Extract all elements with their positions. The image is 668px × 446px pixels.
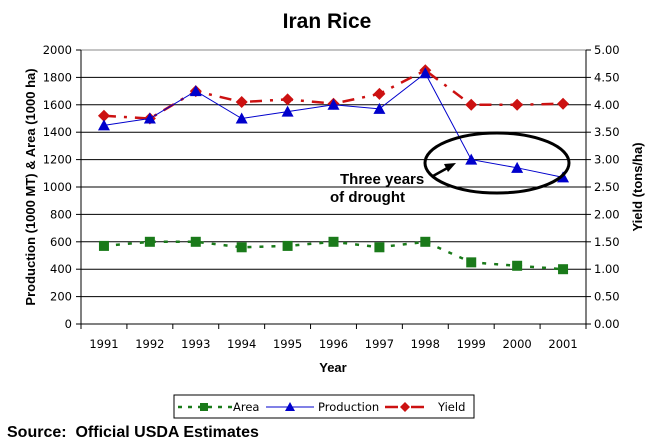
y-tick-label: 400 xyxy=(50,262,72,276)
series-yield xyxy=(97,64,570,125)
data-point-area xyxy=(512,260,523,271)
y-tick-label: 200 xyxy=(50,290,72,304)
y-tick-label: 1000 xyxy=(43,180,72,194)
data-point-yield xyxy=(511,98,524,111)
y2-tick-label: 4.00 xyxy=(594,98,620,112)
y2-axis-title: Yield (tons/ha) xyxy=(630,142,645,231)
data-point-production xyxy=(465,153,478,165)
x-tick-label: 1998 xyxy=(411,337,440,351)
x-axis-ticks: 1991 1992 1993 1994 1995 1996 1997 1998 1999 2000… xyxy=(80,324,587,351)
data-point-production xyxy=(419,67,432,79)
data-point-production xyxy=(143,112,156,124)
series-production xyxy=(97,67,570,183)
y-tick-label: 1600 xyxy=(43,98,72,112)
data-point-production xyxy=(97,119,110,131)
series-layer xyxy=(97,64,570,275)
y-tick-label: 800 xyxy=(50,207,72,221)
x-tick-label: 1991 xyxy=(89,337,118,351)
left-axis-ticks: 0 200 400 600 800 1000 1200 1400 1600 1800 2000 xyxy=(43,43,81,331)
y-tick-label: 1400 xyxy=(43,125,72,139)
y-tick-label: 0 xyxy=(65,317,72,331)
data-point-yield xyxy=(97,109,110,122)
x-tick-label: 1994 xyxy=(227,337,256,351)
series-area xyxy=(98,236,569,275)
data-point-area xyxy=(282,240,293,251)
data-point-area xyxy=(190,236,201,247)
y2-tick-label: 0.50 xyxy=(594,290,620,304)
x-axis-title: Year xyxy=(319,360,346,375)
legend-yield-label: Yield xyxy=(437,400,465,414)
legend: Area Production Yield xyxy=(173,394,475,419)
legend-production-label: Production xyxy=(318,400,379,414)
annotation-line-2: of drought xyxy=(330,189,405,206)
data-point-production xyxy=(327,98,340,110)
legend-yield-diamond-icon xyxy=(400,402,410,412)
data-point-yield xyxy=(557,97,570,110)
series-line-production xyxy=(103,72,564,178)
legend-item-area: Area xyxy=(178,400,259,414)
x-tick-label: 2001 xyxy=(548,337,577,351)
annotation-arrowhead xyxy=(444,163,456,172)
x-tick-label: 1997 xyxy=(365,337,394,351)
y-tick-label: 1200 xyxy=(43,153,72,167)
source-note: Source: Official USDA Estimates xyxy=(7,424,259,441)
data-point-yield xyxy=(465,98,478,111)
y-tick-label: 600 xyxy=(50,235,72,249)
data-point-area xyxy=(374,242,385,253)
drought-annotation: Three years of drought xyxy=(330,131,571,206)
legend-production-triangle-icon xyxy=(285,402,295,411)
gridlines xyxy=(81,49,586,298)
x-tick-label: 2000 xyxy=(502,337,531,351)
x-tick-label: 1993 xyxy=(181,337,210,351)
data-point-area xyxy=(236,242,247,253)
iran-rice-chart: Iran Rice 0 200 400 600 800 1000 1200 1400 1600 1… xyxy=(23,10,645,419)
x-tick-label: 1995 xyxy=(273,337,302,351)
legend-item-yield: Yield xyxy=(385,400,465,414)
data-point-production xyxy=(511,161,524,173)
y2-tick-label: 2.50 xyxy=(594,180,620,194)
x-tick-label: 1999 xyxy=(457,337,486,351)
data-point-area xyxy=(144,236,155,247)
legend-box xyxy=(173,394,475,419)
data-point-production xyxy=(235,112,248,124)
data-point-area xyxy=(558,264,569,275)
data-point-area xyxy=(98,240,109,251)
y2-tick-label: 3.50 xyxy=(594,125,620,139)
legend-item-production: Production xyxy=(266,400,379,414)
drought-ellipse xyxy=(423,131,571,195)
y2-tick-label: 2.00 xyxy=(594,207,620,221)
data-point-area xyxy=(328,236,339,247)
x-tick-label: 1996 xyxy=(319,337,348,351)
right-axis-ticks: 0.00 0.50 1.00 1.50 2.00 2.50 3.00 3.50 4.00 4.50… xyxy=(586,43,620,331)
y2-tick-label: 0.00 xyxy=(594,317,620,331)
chart-title: Iran Rice xyxy=(283,10,372,33)
data-point-production xyxy=(281,105,294,117)
y2-tick-label: 5.00 xyxy=(594,43,620,57)
data-point-yield xyxy=(281,93,294,106)
data-point-area xyxy=(420,236,431,247)
data-point-production xyxy=(189,85,202,97)
y-tick-label: 1800 xyxy=(43,70,72,84)
x-tick-label: 1992 xyxy=(135,337,164,351)
data-point-yield xyxy=(235,96,248,109)
y2-tick-label: 1.00 xyxy=(594,262,620,276)
y-axis-title: Production (1000 MT) & Area (1000 ha) xyxy=(23,68,38,305)
y-tick-label: 2000 xyxy=(43,43,72,57)
y2-tick-label: 1.50 xyxy=(594,235,620,249)
legend-area-square-icon xyxy=(200,403,208,411)
data-point-area xyxy=(466,257,477,268)
annotation-line-1: Three years xyxy=(340,171,424,188)
y2-tick-label: 4.50 xyxy=(594,70,620,84)
y2-tick-label: 3.00 xyxy=(594,153,620,167)
data-point-production xyxy=(373,102,386,114)
legend-area-label: Area xyxy=(233,400,259,414)
data-point-yield xyxy=(373,87,386,100)
